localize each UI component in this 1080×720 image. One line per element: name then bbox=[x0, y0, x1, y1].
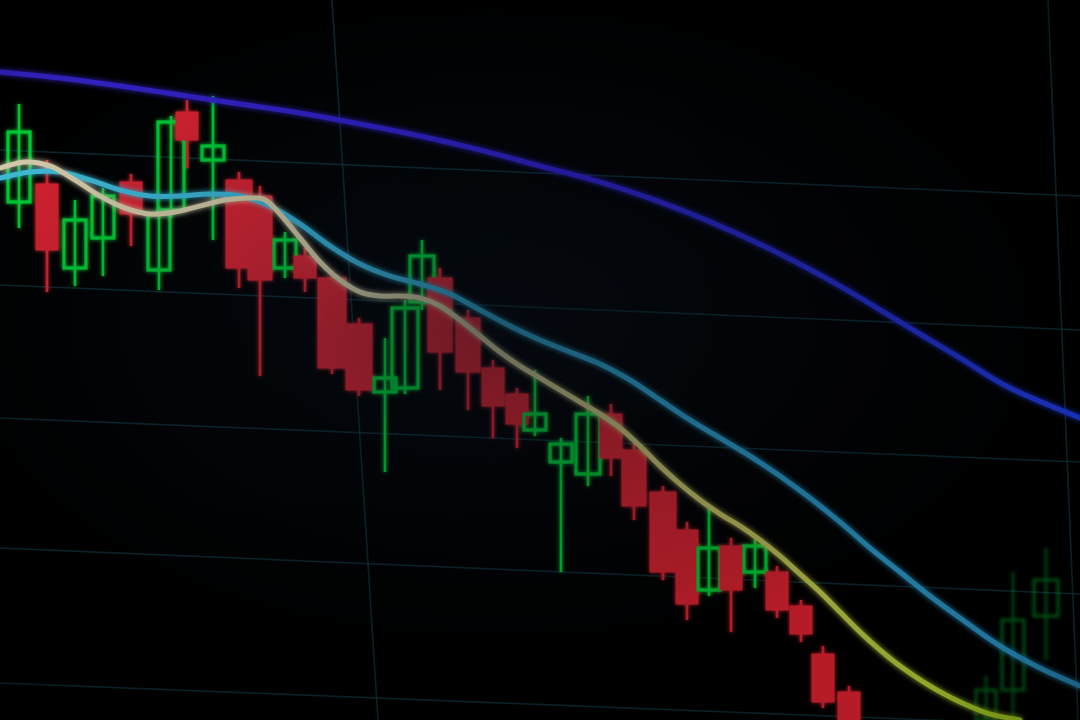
ma-line bbox=[0, 159, 1023, 720]
ma-line bbox=[0, 69, 1080, 421]
ma-line bbox=[0, 168, 1080, 689]
